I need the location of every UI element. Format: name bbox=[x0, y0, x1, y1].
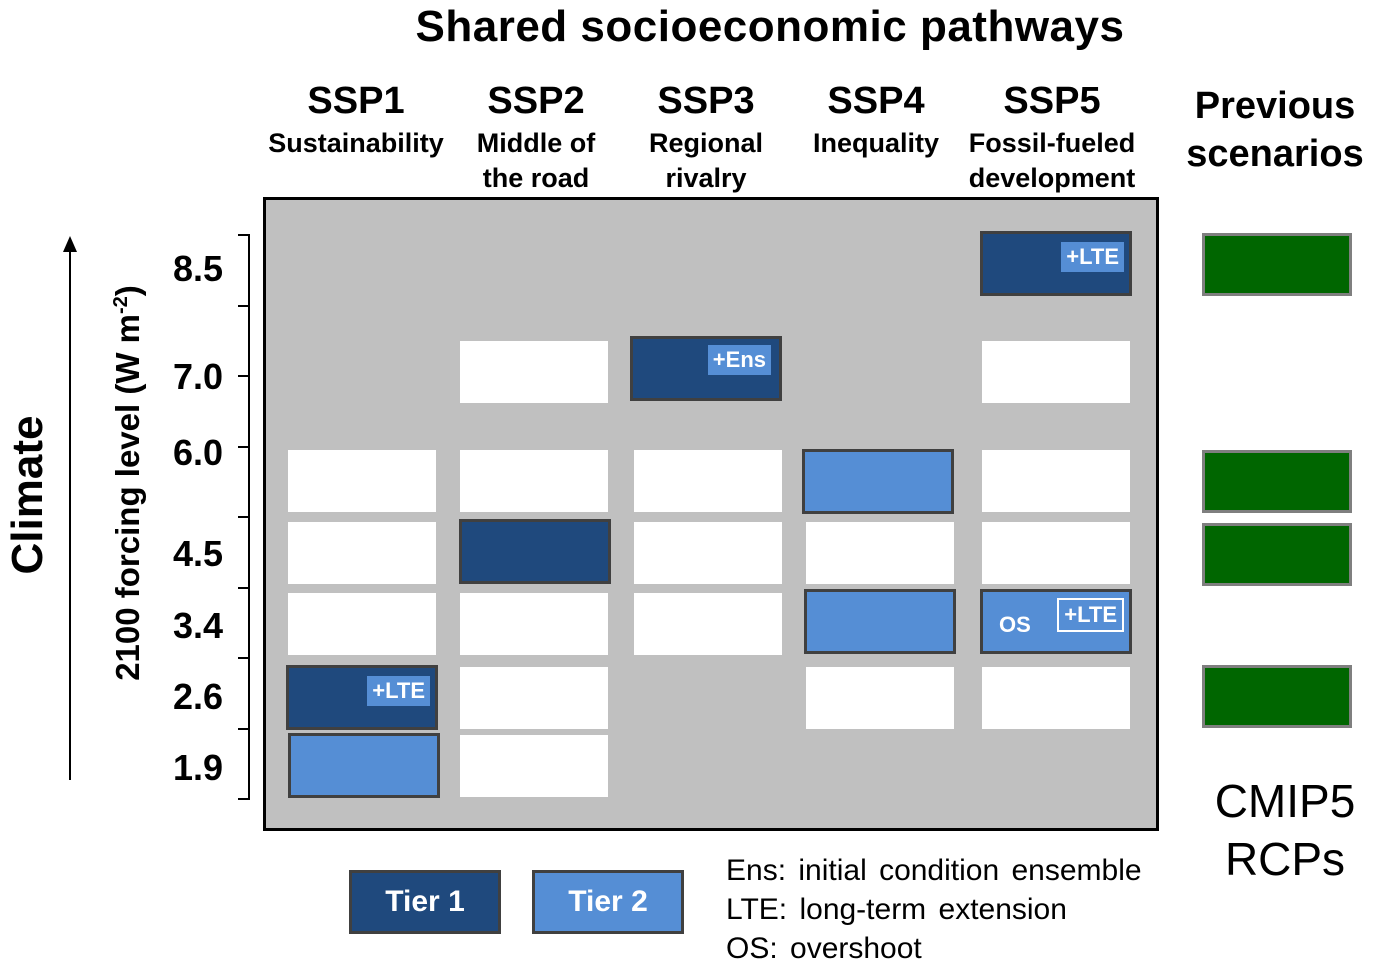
previous-scenarios-header: Previous scenarios bbox=[1186, 85, 1364, 175]
cell-ssp4-6-0 bbox=[802, 449, 954, 514]
legend-tier1: Tier 1 bbox=[349, 870, 501, 934]
cell-ssp3-7-0: +Ens bbox=[630, 336, 782, 401]
cell-ssp5-2-6 bbox=[982, 667, 1130, 729]
cell-ssp1-4-5 bbox=[288, 522, 436, 584]
tag-os: OS bbox=[999, 612, 1031, 637]
cell-ssp1-3-4 bbox=[288, 593, 436, 655]
cell-ssp1-2-6: +LTE bbox=[286, 665, 438, 730]
column-header-ssp4: SSP4 bbox=[827, 80, 925, 122]
cell-ssp4-4-5 bbox=[806, 522, 954, 584]
climate-label: Climate bbox=[3, 415, 52, 575]
tag-lte: +LTE bbox=[1061, 242, 1124, 272]
legend-note-lte: LTE: long-term extension bbox=[726, 893, 1067, 926]
cell-ssp3-6-0 bbox=[634, 450, 782, 512]
y-level-1-9: 1.9 bbox=[172, 747, 224, 788]
column-subtitle-ssp5: Fossil-fueled development bbox=[968, 128, 1136, 193]
rcp-4-5-box bbox=[1202, 523, 1352, 586]
y-axis-tick bbox=[238, 728, 250, 730]
y-level-7-0: 7.0 bbox=[172, 356, 224, 397]
climate-arrow-head-icon bbox=[63, 236, 77, 252]
tag-lte: +LTE bbox=[1057, 598, 1124, 632]
y-axis-title: 2100 forcing level (W m-2) bbox=[109, 285, 146, 681]
cell-ssp4-2-6 bbox=[806, 667, 954, 729]
column-header-ssp2: SSP2 bbox=[487, 80, 585, 122]
y-level-2-6: 2.6 bbox=[172, 676, 224, 717]
cell-ssp5-8-5: +LTE bbox=[980, 231, 1132, 296]
cell-ssp2-1-9 bbox=[460, 735, 608, 797]
column-subtitle-ssp4: Inequality bbox=[812, 128, 940, 158]
cell-ssp5-4-5 bbox=[982, 522, 1130, 584]
cell-ssp3-4-5 bbox=[634, 522, 782, 584]
y-axis-tick bbox=[238, 657, 250, 659]
column-header-ssp3: SSP3 bbox=[657, 80, 755, 122]
cell-ssp1-1-9 bbox=[288, 733, 440, 798]
y-level-6-0: 6.0 bbox=[172, 432, 224, 473]
cell-ssp2-3-4 bbox=[460, 593, 608, 655]
y-axis-tick bbox=[238, 375, 250, 377]
legend-tier2: Tier 2 bbox=[532, 870, 684, 934]
cell-ssp2-7-0 bbox=[460, 341, 608, 403]
cell-ssp5-7-0 bbox=[982, 341, 1130, 403]
cell-ssp2-2-6 bbox=[460, 667, 608, 729]
legend-note-os: OS: overshoot bbox=[726, 932, 922, 965]
rcp-6-0-box bbox=[1202, 450, 1352, 513]
legend-note-ens: Ens: initial condition ensemble bbox=[726, 854, 1142, 887]
y-axis-tick bbox=[238, 798, 250, 800]
column-subtitle-ssp1: Sustainability bbox=[268, 128, 444, 158]
cell-ssp5-3-4: OS +LTE bbox=[980, 589, 1132, 654]
rcp-2-6-box bbox=[1202, 665, 1352, 728]
y-level-8-5: 8.5 bbox=[172, 248, 224, 289]
y-axis-tick bbox=[238, 587, 250, 589]
column-subtitle-ssp2: Middle of the road bbox=[476, 128, 596, 193]
y-axis-tick bbox=[238, 516, 250, 518]
y-axis-tick bbox=[238, 446, 250, 448]
cell-ssp1-6-0 bbox=[288, 450, 436, 512]
column-header-ssp5: SSP5 bbox=[1003, 80, 1101, 122]
cell-ssp2-4-5 bbox=[459, 519, 611, 584]
column-header-ssp1: SSP1 bbox=[307, 80, 405, 122]
diagram-title: Shared socioeconomic pathways bbox=[415, 2, 1125, 51]
cell-ssp3-3-4 bbox=[634, 593, 782, 655]
cell-ssp4-3-4 bbox=[804, 589, 956, 654]
cell-ssp2-6-0 bbox=[460, 450, 608, 512]
cell-ssp5-6-0 bbox=[982, 450, 1130, 512]
tag-lte: +LTE bbox=[367, 676, 430, 706]
column-subtitle-ssp3: Regional rivalry bbox=[648, 128, 763, 193]
y-level-4-5: 4.5 bbox=[172, 533, 224, 574]
rcp-8-5-box bbox=[1202, 233, 1352, 296]
y-axis-tick bbox=[238, 234, 250, 236]
y-level-3-4: 3.4 bbox=[172, 605, 224, 646]
y-axis-tick bbox=[238, 305, 250, 307]
tag-ens: +Ens bbox=[707, 345, 771, 375]
climate-arrow-shaft bbox=[69, 248, 71, 780]
cmip5-rcps-label: CMIP5 RCPs bbox=[1214, 775, 1356, 885]
